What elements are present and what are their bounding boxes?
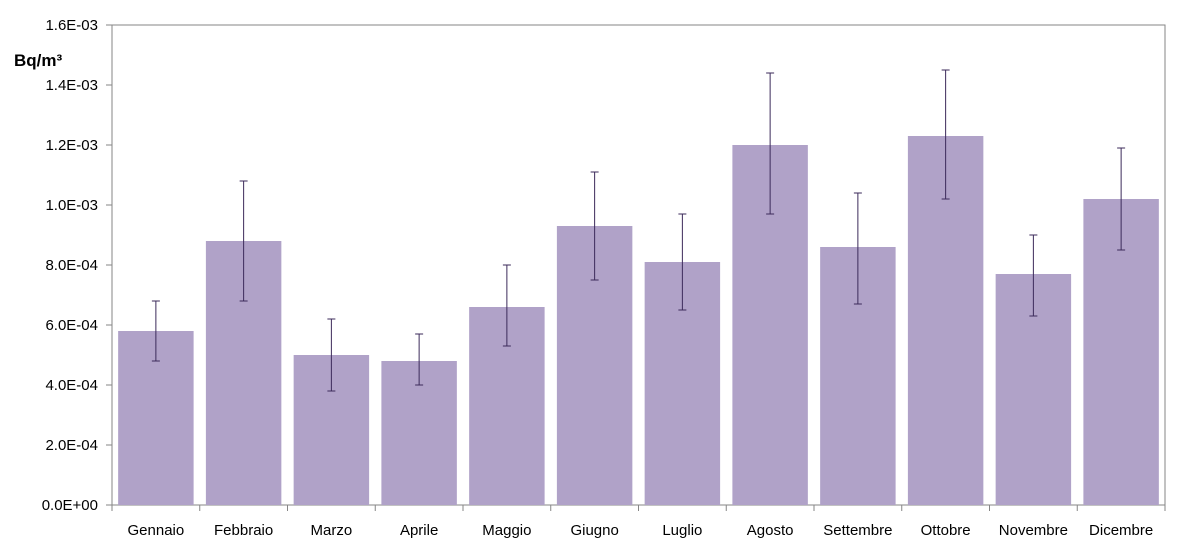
y-tick-label: 1.0E-03 bbox=[45, 197, 98, 214]
y-tick-label: 2.0E-04 bbox=[45, 437, 98, 454]
x-tick-label: Agosto bbox=[747, 522, 794, 539]
bars bbox=[118, 136, 1159, 505]
x-tick-label: Maggio bbox=[482, 522, 531, 539]
y-tick-label: 1.6E-03 bbox=[45, 17, 98, 34]
x-tick-label: Dicembre bbox=[1089, 522, 1153, 539]
error-bars bbox=[151, 69, 1126, 392]
x-tick-label: Giugno bbox=[570, 522, 618, 539]
y-tick-label: 1.4E-03 bbox=[45, 77, 98, 94]
y-tick-label: 6.0E-04 bbox=[45, 317, 98, 334]
y-tick-label: 4.0E-04 bbox=[45, 377, 98, 394]
x-tick-label: Settembre bbox=[823, 522, 892, 539]
y-tick-label: 1.2E-03 bbox=[45, 137, 98, 154]
x-tick-label: Luglio bbox=[662, 522, 702, 539]
y-tick-label: 8.0E-04 bbox=[45, 257, 98, 274]
x-tick-label: Marzo bbox=[311, 522, 353, 539]
x-tick-label: Aprile bbox=[400, 522, 438, 539]
x-tick-label: Gennaio bbox=[128, 522, 185, 539]
x-tick-label: Novembre bbox=[999, 522, 1068, 539]
labels: 0.0E+00 2.0E-04 4.0E-04 6.0E-04 8.0E-04 1.0E-… bbox=[42, 17, 1154, 539]
x-tick-label: Febbraio bbox=[214, 522, 273, 539]
y-axis-label: Bq/m³ bbox=[14, 51, 63, 70]
x-tick-label: Ottobre bbox=[921, 522, 971, 539]
axes bbox=[106, 24, 1166, 511]
y-tick-label: 0.0E+00 bbox=[42, 497, 98, 514]
